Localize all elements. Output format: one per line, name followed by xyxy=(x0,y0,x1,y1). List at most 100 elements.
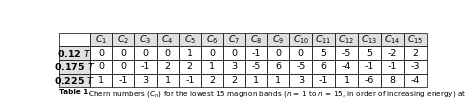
Text: 2: 2 xyxy=(187,62,193,71)
Text: -6: -6 xyxy=(365,76,374,85)
Bar xyxy=(179,60,201,74)
Text: 5: 5 xyxy=(366,49,373,58)
Bar xyxy=(135,33,156,46)
Bar xyxy=(267,33,290,46)
Bar xyxy=(312,33,335,46)
Bar xyxy=(90,33,112,46)
Bar xyxy=(335,33,358,46)
Text: $\mathit{C}_3$: $\mathit{C}_3$ xyxy=(139,33,152,46)
Text: 1: 1 xyxy=(164,76,171,85)
Bar xyxy=(267,60,290,74)
Text: Table 1.: Table 1. xyxy=(59,89,91,95)
Text: 1: 1 xyxy=(344,76,349,85)
Text: 3: 3 xyxy=(142,76,148,85)
Bar xyxy=(404,33,427,46)
Bar xyxy=(201,60,223,74)
Text: -1: -1 xyxy=(319,76,328,85)
Bar xyxy=(290,33,312,46)
Text: 0.12 $T$: 0.12 $T$ xyxy=(57,48,92,59)
Bar xyxy=(312,60,335,74)
Text: $\mathit{C}_5$: $\mathit{C}_5$ xyxy=(183,33,196,46)
Text: 0: 0 xyxy=(275,49,281,58)
Text: 0: 0 xyxy=(298,49,304,58)
Bar xyxy=(358,46,381,60)
Text: -1: -1 xyxy=(185,76,194,85)
Bar xyxy=(312,74,335,87)
Text: $\mathit{C}_8$: $\mathit{C}_8$ xyxy=(250,33,263,46)
Bar xyxy=(90,74,112,87)
Bar xyxy=(381,33,404,46)
Text: 3: 3 xyxy=(231,62,237,71)
Bar xyxy=(135,60,156,74)
Bar xyxy=(112,74,135,87)
Text: $\mathit{C}_{13}$: $\mathit{C}_{13}$ xyxy=(361,33,378,46)
Text: 3: 3 xyxy=(298,76,304,85)
Bar xyxy=(245,46,267,60)
Text: 0: 0 xyxy=(120,62,126,71)
Text: $\mathit{C}_{14}$: $\mathit{C}_{14}$ xyxy=(384,33,401,46)
Bar xyxy=(381,60,404,74)
Bar xyxy=(404,46,427,60)
Text: 0: 0 xyxy=(209,49,215,58)
Text: -5: -5 xyxy=(252,62,261,71)
Bar xyxy=(335,74,358,87)
Bar xyxy=(335,60,358,74)
Text: -1: -1 xyxy=(252,49,261,58)
Bar xyxy=(201,33,223,46)
Bar xyxy=(312,46,335,60)
Bar xyxy=(358,60,381,74)
Bar xyxy=(358,33,381,46)
Bar xyxy=(179,46,201,60)
Bar xyxy=(156,46,179,60)
Bar xyxy=(112,46,135,60)
Bar xyxy=(267,46,290,60)
Bar xyxy=(245,60,267,74)
Text: -1: -1 xyxy=(141,62,150,71)
Text: 0: 0 xyxy=(98,49,104,58)
Bar xyxy=(201,46,223,60)
Bar xyxy=(223,46,245,60)
Text: 2: 2 xyxy=(209,76,215,85)
Text: $\mathit{C}_2$: $\mathit{C}_2$ xyxy=(117,33,129,46)
Text: 0.175 $T$: 0.175 $T$ xyxy=(54,61,96,72)
Text: 1: 1 xyxy=(209,62,215,71)
Bar xyxy=(59,46,90,60)
Text: 1: 1 xyxy=(187,49,193,58)
Text: -1: -1 xyxy=(118,76,128,85)
Bar xyxy=(156,33,179,46)
Bar xyxy=(223,60,245,74)
Bar xyxy=(290,46,312,60)
Text: 8: 8 xyxy=(389,76,395,85)
Text: 0.225 $T$: 0.225 $T$ xyxy=(54,75,95,86)
Text: -5: -5 xyxy=(296,62,306,71)
Bar xyxy=(223,74,245,87)
Bar xyxy=(201,74,223,87)
Bar xyxy=(223,33,245,46)
Bar xyxy=(267,74,290,87)
Text: 1: 1 xyxy=(275,76,281,85)
Text: 2: 2 xyxy=(412,49,418,58)
Bar xyxy=(156,60,179,74)
Bar xyxy=(59,60,90,74)
Bar xyxy=(135,46,156,60)
Bar xyxy=(381,46,404,60)
Text: 0: 0 xyxy=(231,49,237,58)
Text: $\mathit{C}_{12}$: $\mathit{C}_{12}$ xyxy=(338,33,355,46)
Bar xyxy=(90,46,112,60)
Bar xyxy=(179,74,201,87)
Text: $\mathit{C}_7$: $\mathit{C}_7$ xyxy=(228,33,240,46)
Bar xyxy=(156,74,179,87)
Text: $\mathit{C}_{11}$: $\mathit{C}_{11}$ xyxy=(316,33,332,46)
Bar xyxy=(335,46,358,60)
Text: 6: 6 xyxy=(321,62,327,71)
Text: $\mathit{C}_9$: $\mathit{C}_9$ xyxy=(272,33,284,46)
Bar xyxy=(59,33,90,46)
Bar xyxy=(90,60,112,74)
Text: $\mathit{C}_6$: $\mathit{C}_6$ xyxy=(206,33,218,46)
Bar xyxy=(179,33,201,46)
Text: 0: 0 xyxy=(98,62,104,71)
Bar xyxy=(112,60,135,74)
Text: $\mathit{C}_{10}$: $\mathit{C}_{10}$ xyxy=(292,33,309,46)
Text: $\mathit{C}_1$: $\mathit{C}_1$ xyxy=(95,33,107,46)
Text: $\mathit{C}_4$: $\mathit{C}_4$ xyxy=(161,33,174,46)
